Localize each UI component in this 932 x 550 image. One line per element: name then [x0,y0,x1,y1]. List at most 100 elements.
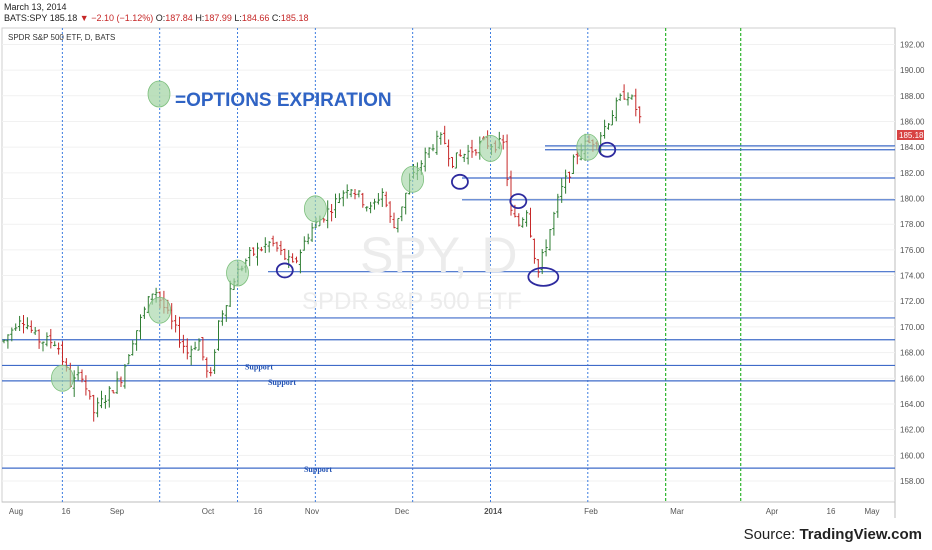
circled-low [451,173,469,190]
ohlc-bar [474,149,478,156]
ohlc-bar [10,327,14,342]
time-tick-label: Dec [395,507,409,516]
ohlc-bar [123,364,127,389]
ohlc-bar [306,233,310,245]
ohlc-bar [528,207,533,238]
ohlc-bar [263,237,267,254]
ohlc-bar [614,97,618,122]
support-labels: Support Support Support [245,362,332,474]
time-tick-label: Mar [670,507,684,516]
ohlc-bar [33,326,37,335]
price-tick-label: 164.00 [900,400,925,409]
time-tick-label: Nov [305,507,319,516]
ohlc-bar [294,256,299,264]
ohlc-bar [525,210,529,227]
time-tick-label: May [864,507,879,516]
close-label: C: [271,13,281,23]
expiration-marker [303,195,327,223]
source-credit: Source: TradingView.com [744,526,922,543]
price-tick-label: 190.00 [900,66,925,75]
ohlc-bar [18,315,22,331]
ohlc-bar [439,132,443,145]
price-tick-label: 162.00 [900,426,925,435]
ohlc-bar [138,314,143,340]
ohlc-bar [45,332,49,347]
time-axis-ticks: Aug 16 Sep Oct 16 Nov Dec 2014 Feb Mar Apr 16 May [9,507,880,516]
ohlc-bar [60,341,65,367]
last-price-tag-bg [897,130,924,140]
price-tick-label: 174.00 [900,272,925,281]
ohlc-bar [548,229,552,251]
circled-low [509,193,528,209]
time-tick-label: Aug [9,507,23,516]
ohlc-bar [571,154,575,175]
time-tick-label: 16 [254,507,263,516]
ohlc-bar [618,93,622,101]
gridlines [2,43,895,482]
price-tick-label: 184.00 [900,143,925,152]
ohlc-bar [353,189,357,200]
ohlc-bar [174,315,178,333]
ohlc-bar [466,144,470,165]
source-prefix: Source: [743,526,800,543]
ohlc-bar [209,367,213,377]
ohlc-bar [291,253,295,263]
ohlc-bar [544,239,548,257]
ohlc-bar [626,92,630,106]
time-tick-label: 16 [62,507,71,516]
ohlc-bar [220,310,224,326]
quote-line: BATS:SPY 185.18 ▼ −2.10 (−1.12%) O:187.8… [4,13,308,23]
circled-lows [275,141,617,287]
ohlc-bar [224,305,228,322]
ohlc-bar [6,334,10,349]
ohlc-bar [361,192,365,208]
ohlc-bar [427,147,431,158]
ohlc-bar [279,240,283,256]
time-tick-label: Oct [202,507,215,516]
ohlc-bar [333,193,338,218]
ohlc-bar [197,338,201,351]
last-price-tag: 185.18 [899,131,924,140]
ohlc-bar [76,366,80,381]
ohlc-bar [634,88,638,117]
price-tick-label: 192.00 [900,40,925,49]
ohlc-bar [400,206,404,222]
ohlc-bar [181,334,185,354]
source-name: TradingView.com [799,526,922,543]
ohlc-bar [193,341,197,351]
ohlc-bar [458,149,462,157]
price-tick-label: 166.00 [900,374,925,383]
time-tick-label: 2014 [484,507,502,516]
ohlc-bar [99,390,104,409]
ohlc-bar [564,169,568,194]
expiration-marker [401,165,425,193]
ohlc-bar [127,354,131,365]
ohlc-bar [177,316,182,348]
ohlc-bar [115,371,119,394]
ohlc-bar [532,238,536,264]
time-tick-label: Sep [110,507,125,516]
ohlc-bar [259,246,263,252]
ohlc-bar [29,320,33,333]
ohlc-bar [630,94,634,100]
ohlc-bar [205,357,209,378]
ohlc-bar [603,119,607,139]
price-chart[interactable]: SPY, D SPDR S&P 500 ETF SupportSupportSu… [0,26,932,521]
ohlc-bar [517,213,521,227]
ohlc-bar [53,341,57,347]
legend-marker-icon [147,80,171,108]
ohlc-bar [248,247,252,267]
ohlc-bar [556,193,560,218]
ohlc-bar [185,338,189,360]
ohlc-bar [505,134,509,187]
ohlc-bar [283,248,287,261]
ohlc-bar [376,193,380,205]
expiration-marker [226,259,249,287]
ohlc-bar [349,188,353,198]
ohlc-bar [431,144,435,152]
ohlc-bar [326,200,330,229]
ohlc-bar [443,125,447,145]
ohlc-bar [341,190,345,207]
ohlc-bar [560,178,564,203]
ohlc-bar [111,390,115,394]
